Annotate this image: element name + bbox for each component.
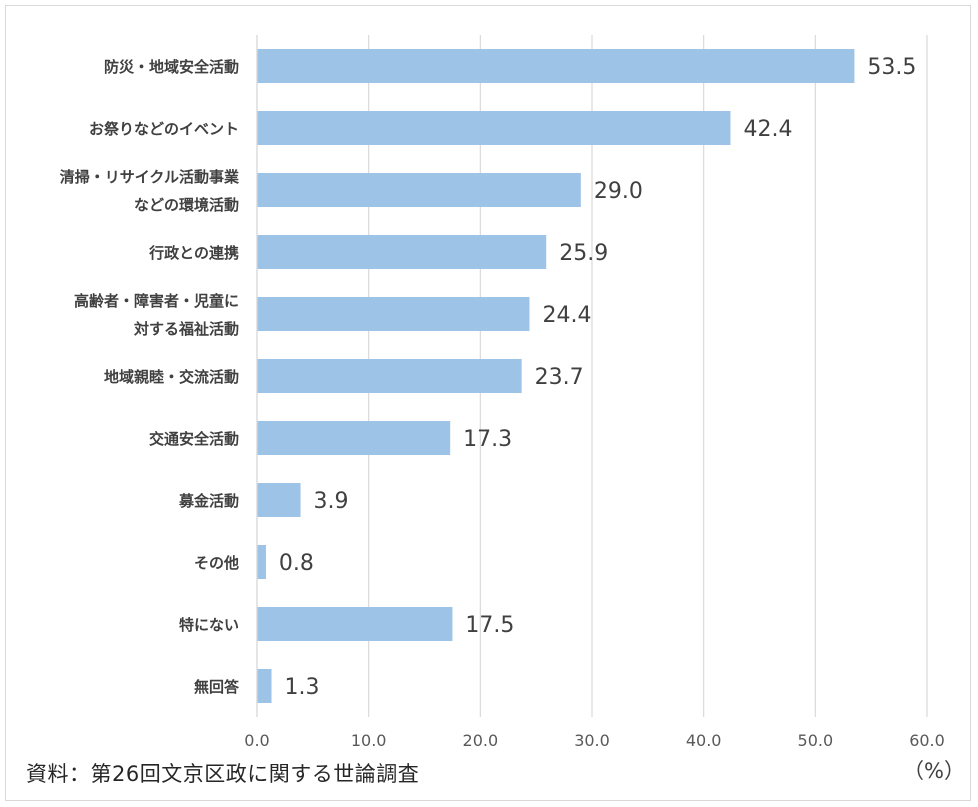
- x-tick-label: 10.0: [351, 731, 387, 750]
- data-label: 3.9: [314, 489, 349, 514]
- category-label: 交通安全活動: [149, 430, 239, 448]
- data-label: 17.5: [465, 613, 514, 638]
- category-label: お祭りなどのイベント: [89, 120, 239, 138]
- bar: [257, 669, 272, 703]
- category-label: 対する福祉活動: [133, 320, 239, 338]
- x-tick-label: 20.0: [463, 731, 499, 750]
- category-label: 無回答: [194, 678, 240, 696]
- category-label: 地域親睦・交流活動: [104, 368, 239, 386]
- category-label: 行政との連携: [148, 244, 239, 262]
- category-label: その他: [194, 554, 239, 572]
- bar: [257, 359, 522, 393]
- bar: [257, 483, 301, 517]
- category-label: 高齢者・障害者・児童に: [74, 292, 239, 310]
- data-label: 0.8: [279, 551, 314, 576]
- bar: [257, 607, 453, 641]
- data-label: 23.7: [535, 365, 584, 390]
- bar: [257, 235, 547, 269]
- x-tick-label: 0.0: [244, 731, 269, 750]
- x-tick-label: 60.0: [909, 731, 945, 750]
- bar: [257, 111, 731, 145]
- data-label: 25.9: [559, 241, 608, 266]
- x-tick-label: 40.0: [686, 731, 722, 750]
- data-label: 53.5: [867, 55, 916, 80]
- bar: [257, 49, 855, 83]
- bar: [257, 173, 581, 207]
- data-label: 42.4: [743, 117, 792, 142]
- category-label: 募金活動: [178, 492, 239, 510]
- x-tick-label: 30.0: [574, 731, 610, 750]
- category-label: などの環境活動: [134, 196, 239, 214]
- category-label: 清掃・リサイクル活動事業: [60, 168, 240, 186]
- chart-frame: [5, 5, 971, 801]
- bar: [257, 421, 451, 455]
- data-label: 24.4: [542, 303, 591, 328]
- bar: [257, 297, 530, 331]
- category-label: 特にない: [179, 616, 239, 634]
- data-label: 17.3: [463, 427, 512, 452]
- category-label: 防災・地域安全活動: [104, 58, 239, 76]
- unit-label: （%）: [903, 759, 965, 783]
- source-note: 資料：第26回文京区政に関する世論調査: [26, 762, 420, 786]
- x-tick-label: 50.0: [798, 731, 834, 750]
- data-label: 1.3: [285, 675, 320, 700]
- data-label: 29.0: [594, 179, 643, 204]
- bar: [257, 545, 266, 579]
